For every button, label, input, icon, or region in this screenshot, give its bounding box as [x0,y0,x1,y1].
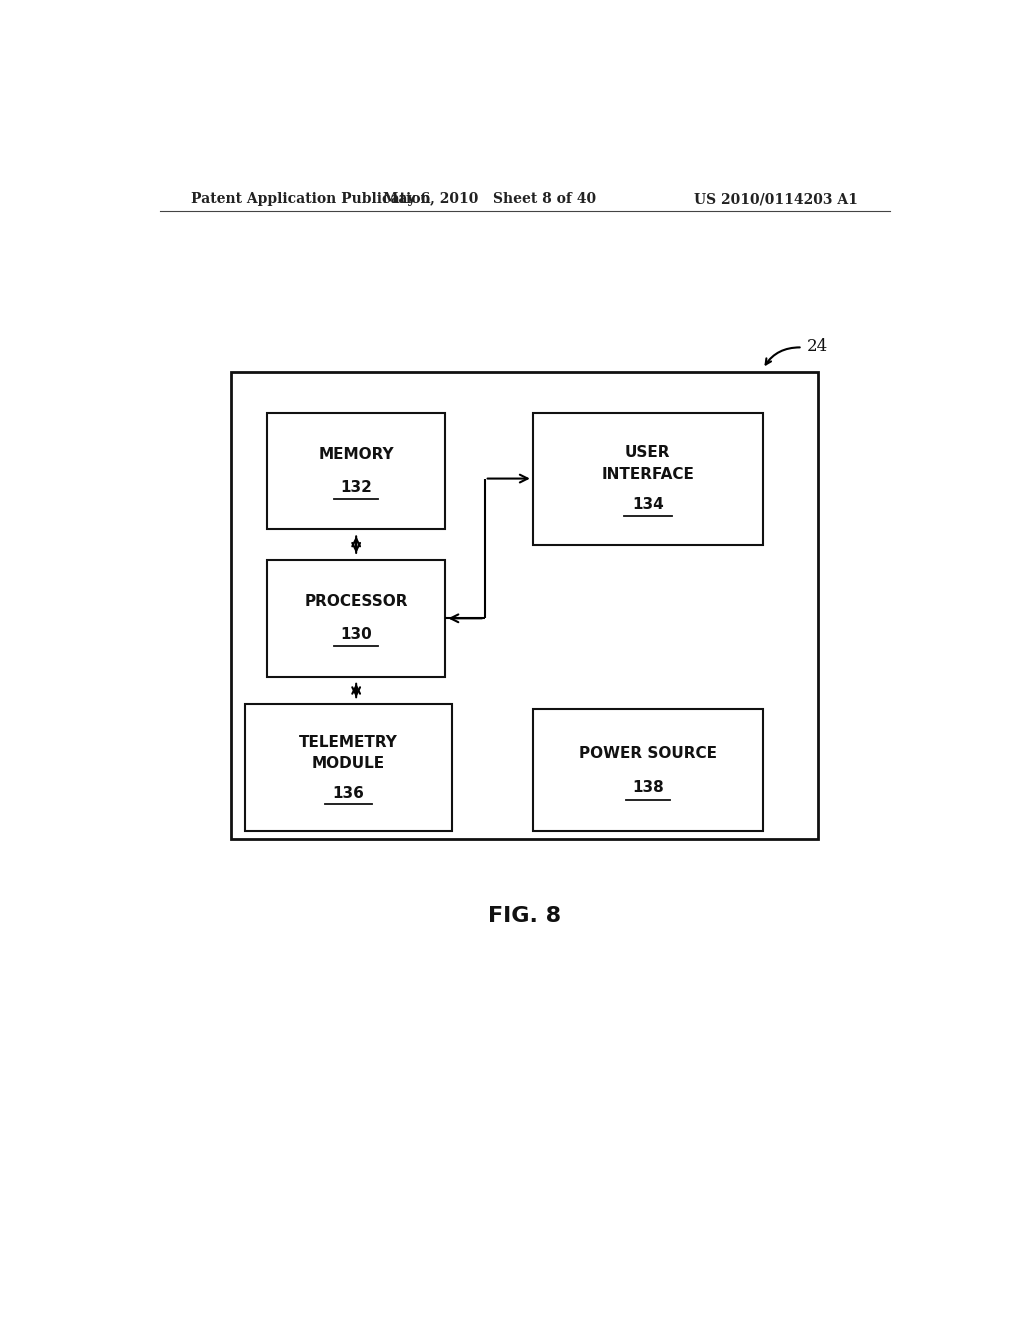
Bar [267,560,445,677]
Text: 24: 24 [807,338,827,355]
Text: TELEMETRY: TELEMETRY [299,735,398,750]
Bar [532,709,763,832]
Text: 130: 130 [340,627,372,643]
Text: 132: 132 [340,479,372,495]
Text: 138: 138 [632,780,664,795]
Text: 136: 136 [333,785,365,801]
Text: 134: 134 [632,498,664,512]
Text: MEMORY: MEMORY [318,447,394,462]
Text: MODULE: MODULE [312,756,385,771]
Text: Patent Application Publication: Patent Application Publication [191,191,431,206]
Bar [231,372,818,840]
Bar [246,704,452,832]
Bar [267,413,445,529]
Text: FIG. 8: FIG. 8 [488,906,561,925]
Text: INTERFACE: INTERFACE [601,467,694,482]
Text: POWER SOURCE: POWER SOURCE [579,746,717,760]
Text: PROCESSOR: PROCESSOR [304,594,408,610]
Text: May 6, 2010   Sheet 8 of 40: May 6, 2010 Sheet 8 of 40 [383,191,596,206]
Bar [532,413,763,545]
Text: US 2010/0114203 A1: US 2010/0114203 A1 [694,191,858,206]
Text: USER: USER [625,445,671,459]
